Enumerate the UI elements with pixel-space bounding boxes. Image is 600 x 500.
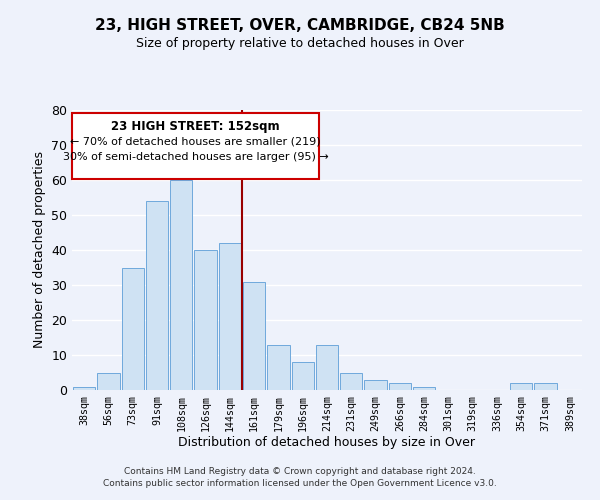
Y-axis label: Number of detached properties: Number of detached properties: [32, 152, 46, 348]
Bar: [316, 344, 338, 390]
Text: 30% of semi-detached houses are larger (95) →: 30% of semi-detached houses are larger (…: [62, 152, 328, 162]
Bar: [170, 180, 193, 390]
Bar: [535, 383, 557, 390]
Text: Size of property relative to detached houses in Over: Size of property relative to detached ho…: [136, 38, 464, 51]
FancyBboxPatch shape: [72, 113, 319, 178]
Bar: [194, 250, 217, 390]
Text: Contains public sector information licensed under the Open Government Licence v3: Contains public sector information licen…: [103, 479, 497, 488]
Text: Contains HM Land Registry data © Crown copyright and database right 2024.: Contains HM Land Registry data © Crown c…: [124, 467, 476, 476]
Bar: [267, 344, 290, 390]
Bar: [389, 383, 411, 390]
Bar: [218, 243, 241, 390]
X-axis label: Distribution of detached houses by size in Over: Distribution of detached houses by size …: [179, 436, 476, 450]
Text: 23, HIGH STREET, OVER, CAMBRIDGE, CB24 5NB: 23, HIGH STREET, OVER, CAMBRIDGE, CB24 5…: [95, 18, 505, 32]
Bar: [340, 372, 362, 390]
Bar: [122, 268, 144, 390]
Bar: [413, 386, 436, 390]
Text: ← 70% of detached houses are smaller (219): ← 70% of detached houses are smaller (21…: [70, 136, 321, 146]
Bar: [292, 362, 314, 390]
Bar: [97, 372, 119, 390]
Bar: [243, 282, 265, 390]
Bar: [73, 386, 95, 390]
Bar: [364, 380, 387, 390]
Text: 23 HIGH STREET: 152sqm: 23 HIGH STREET: 152sqm: [111, 120, 280, 133]
Bar: [146, 201, 168, 390]
Bar: [510, 383, 532, 390]
